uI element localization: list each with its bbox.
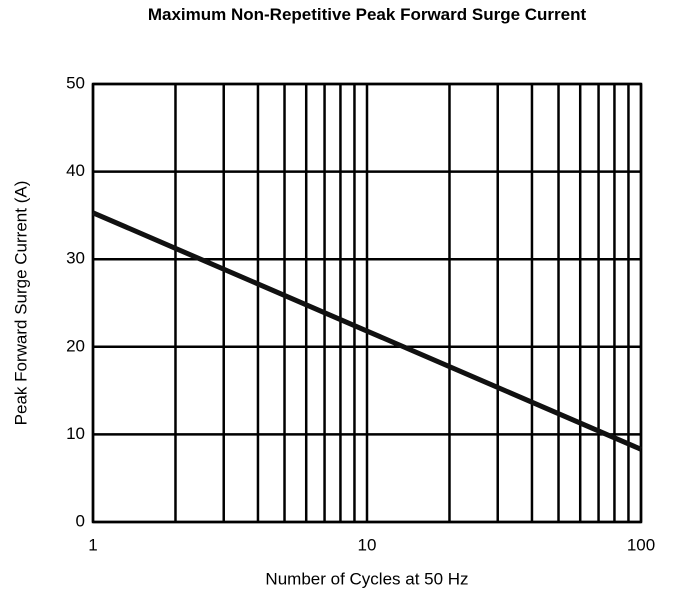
x-tick-label: 1 (88, 535, 97, 554)
x-tick-label: 10 (358, 535, 377, 554)
y-tick-label: 20 (66, 336, 85, 355)
x-tick-label: 100 (627, 535, 655, 554)
y-tick-label: 50 (66, 73, 85, 92)
x-axis-label: Number of Cycles at 50 Hz (265, 569, 468, 588)
y-tick-label: 10 (66, 424, 85, 443)
y-axis-label: Peak Forward Surge Current (A) (11, 181, 30, 426)
data-line (92, 210, 642, 452)
y-tick-label: 30 (66, 249, 85, 268)
chart-title: Maximum Non-Repetitive Peak Forward Surg… (147, 5, 587, 24)
y-tick-label: 0 (76, 511, 85, 530)
y-tick-label: 40 (66, 161, 85, 180)
plot-frame (91, 82, 643, 524)
